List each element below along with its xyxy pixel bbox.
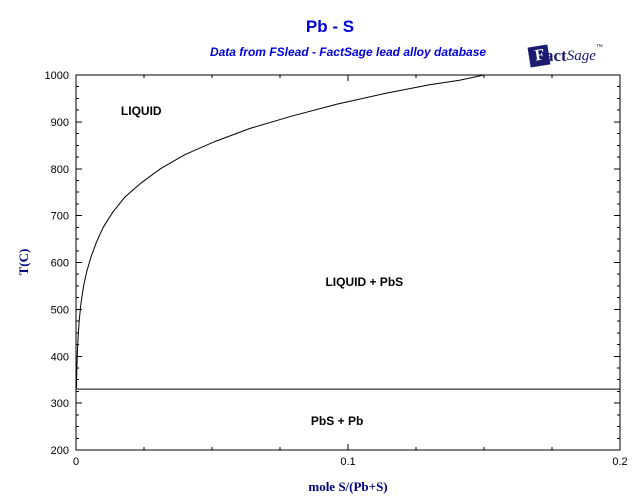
factsage-logo: F act Sage ™ [527,43,603,69]
x-axis-title: mole S/(Pb+S) [308,479,388,494]
chart-subtitle: Data from FSlead - FactSage lead alloy d… [209,45,487,59]
y-tick-label: 400 [51,351,69,363]
region-label: LIQUID + PbS [325,275,404,290]
chart-title: Pb - S [305,17,355,36]
y-tick-label: 1000 [45,70,69,82]
region-label: LIQUID [120,104,162,119]
y-tick-label: 500 [51,304,69,316]
plot-frame [75,74,621,451]
region-label: PbS + Pb [310,413,364,428]
logo-text-act: act [545,46,567,65]
x-tick-label: 0 [73,456,79,468]
liquidus-curve [76,74,485,389]
y-tick-label: 200 [51,445,69,457]
x-tick-label: 0.1 [340,456,355,468]
y-tick-label: 900 [51,117,69,129]
y-tick-label: 700 [51,211,69,223]
y-tick-label: 800 [51,164,69,176]
x-tick-label: 0.2 [612,456,627,468]
logo-trademark: ™ [595,44,603,51]
y-tick-label: 600 [51,258,69,270]
y-tick-label: 300 [51,398,69,410]
logo-text-sage: Sage [566,47,596,64]
